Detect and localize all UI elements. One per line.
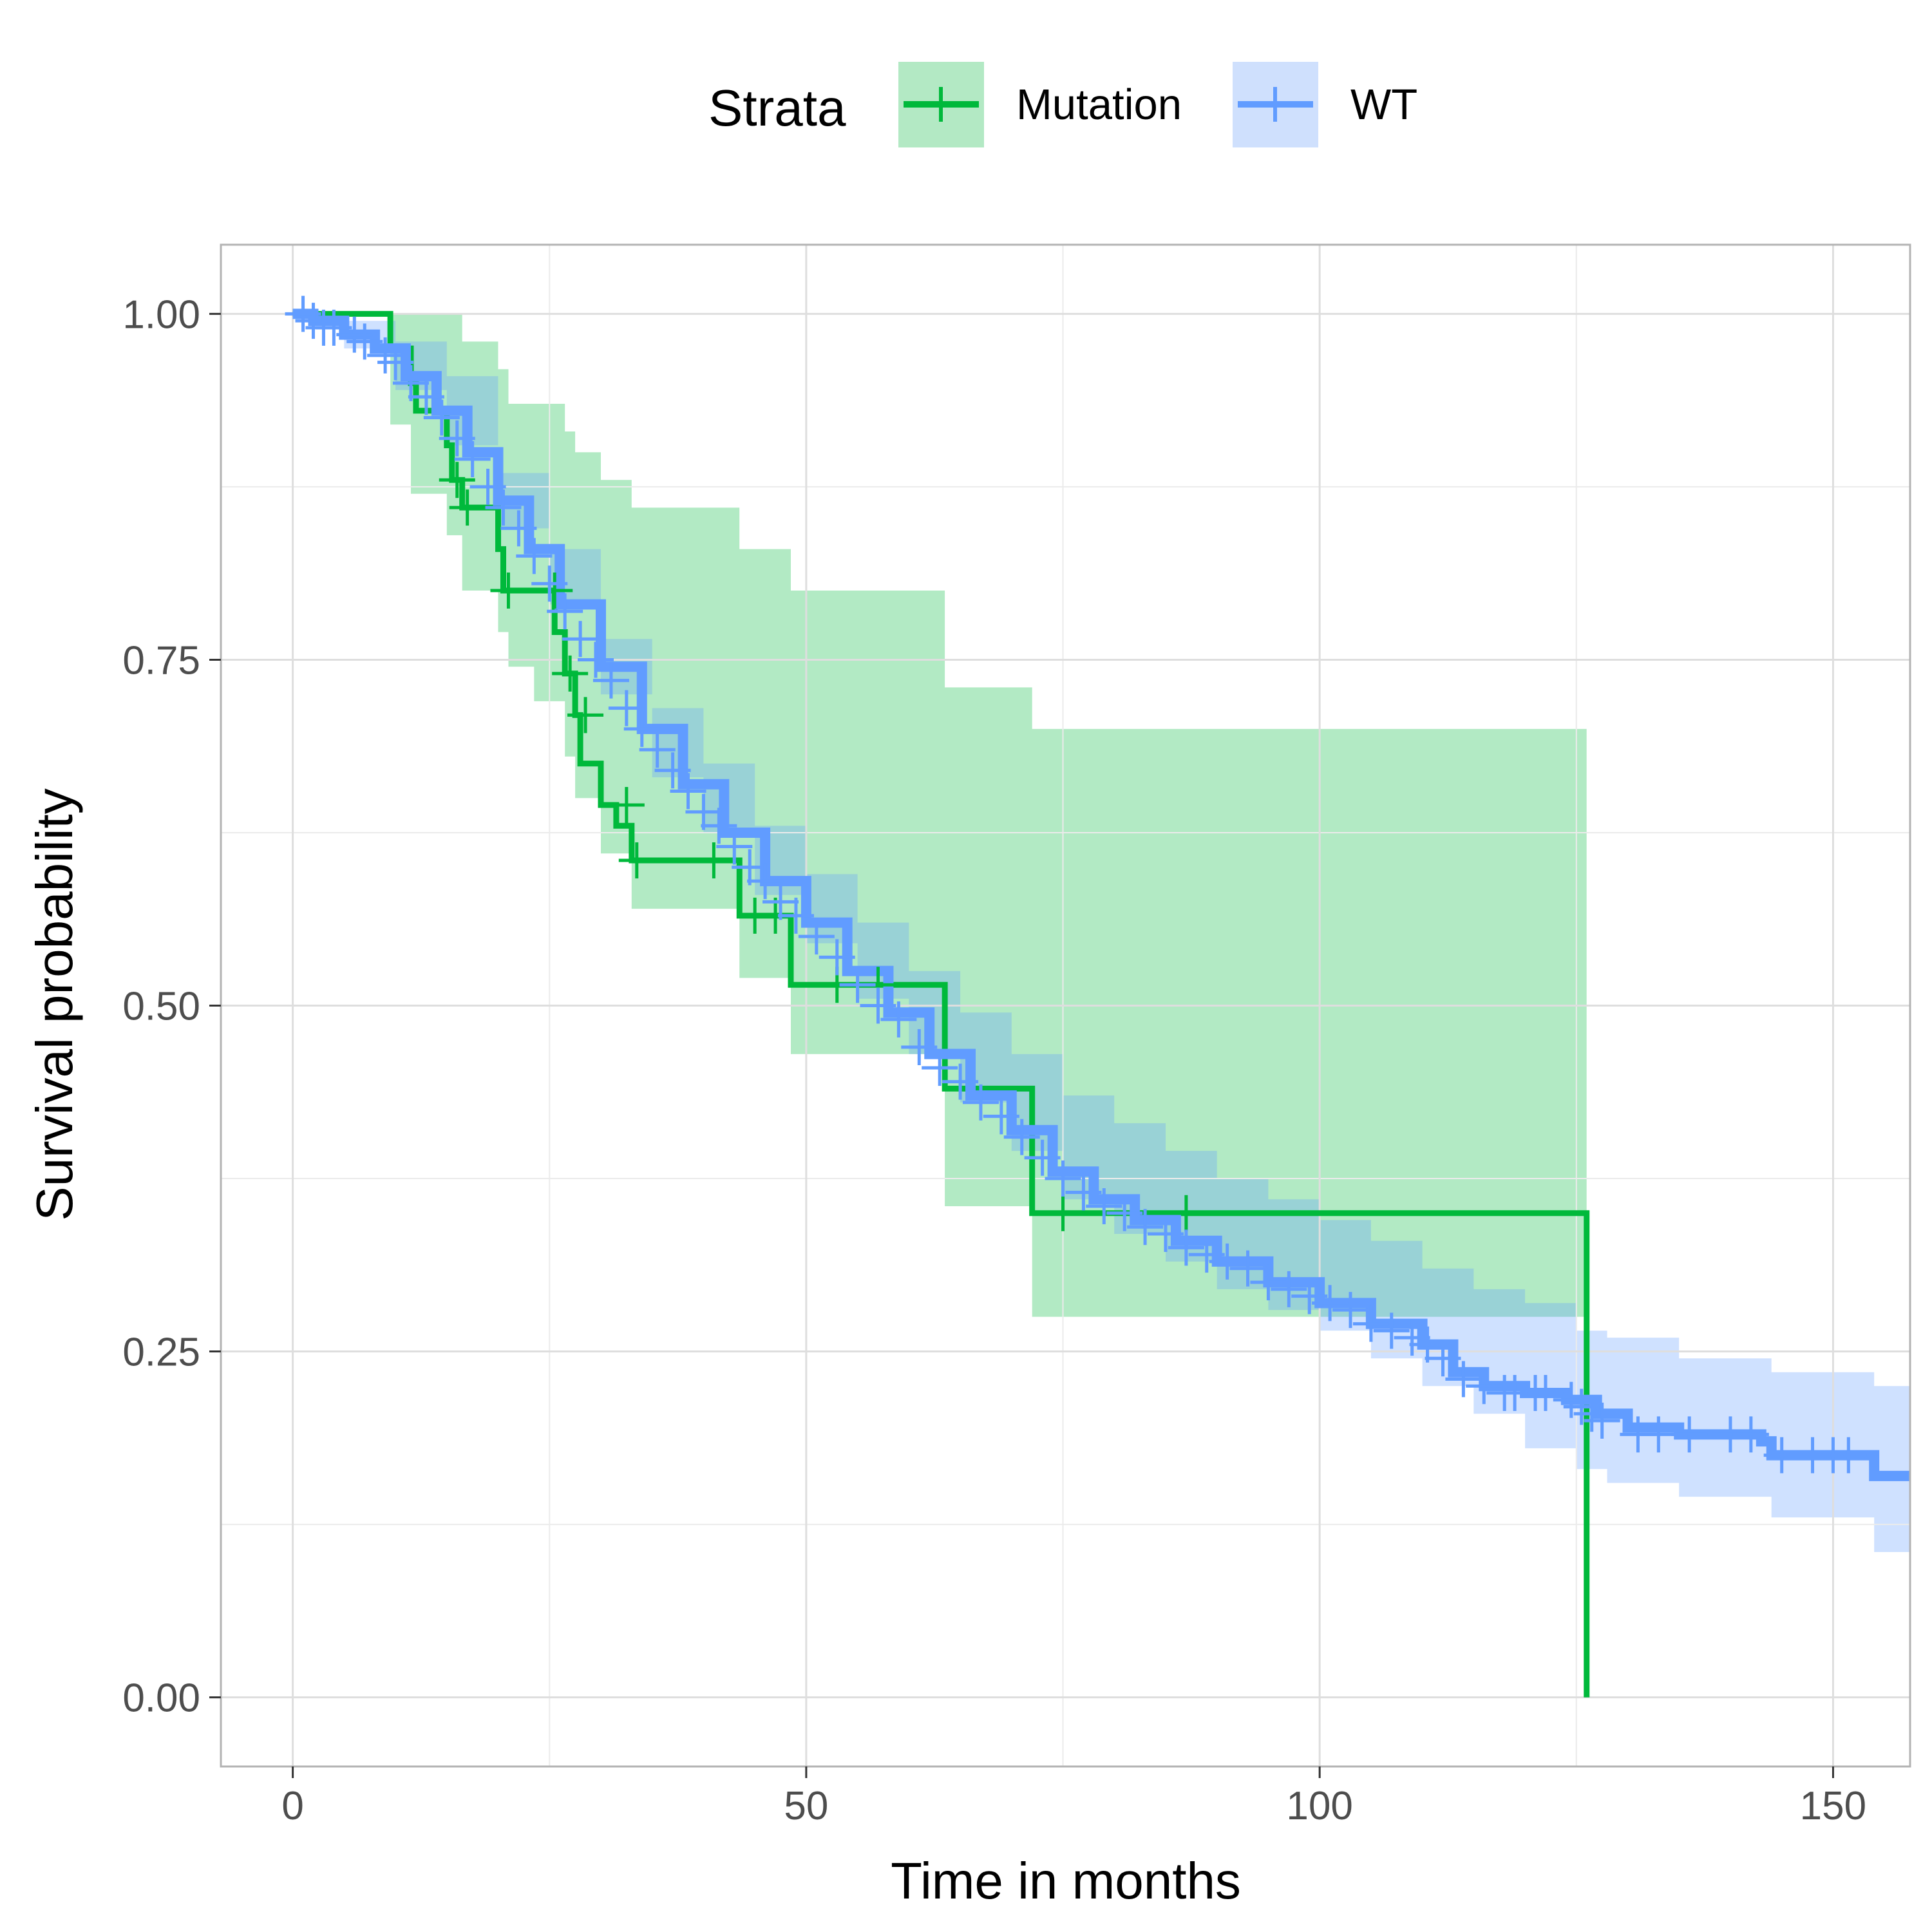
band-mutation (292, 314, 1587, 1442)
x-tick-label: 150 (1800, 1784, 1866, 1828)
x-tick-label: 0 (281, 1784, 303, 1828)
y-tick-label: 0.00 (122, 1676, 200, 1721)
axes: 0 50 100 150 0.00 0.25 0.50 0.75 1.00 (122, 292, 1866, 1828)
x-axis-title: Time in months (891, 1852, 1241, 1909)
y-tick-label: 0.75 (122, 638, 200, 683)
legend-label-mutation: Mutation (1016, 80, 1182, 129)
legend-label-wt: WT (1350, 80, 1417, 129)
legend-title: Strata (708, 79, 846, 137)
grid (221, 245, 1910, 1766)
y-tick-label: 0.50 (122, 985, 200, 1029)
y-tick-label: 1.00 (122, 292, 200, 337)
legend-key-wt (1233, 62, 1318, 147)
x-tick-label: 50 (784, 1784, 828, 1828)
y-axis-title: Survival probability (26, 788, 83, 1220)
survival-curves (285, 296, 1910, 1698)
y-tick-label: 0.25 (122, 1331, 200, 1375)
legend: Strata Mutation WT (708, 62, 1417, 147)
legend-key-mutation (898, 62, 984, 147)
x-tick-label: 100 (1286, 1784, 1352, 1828)
